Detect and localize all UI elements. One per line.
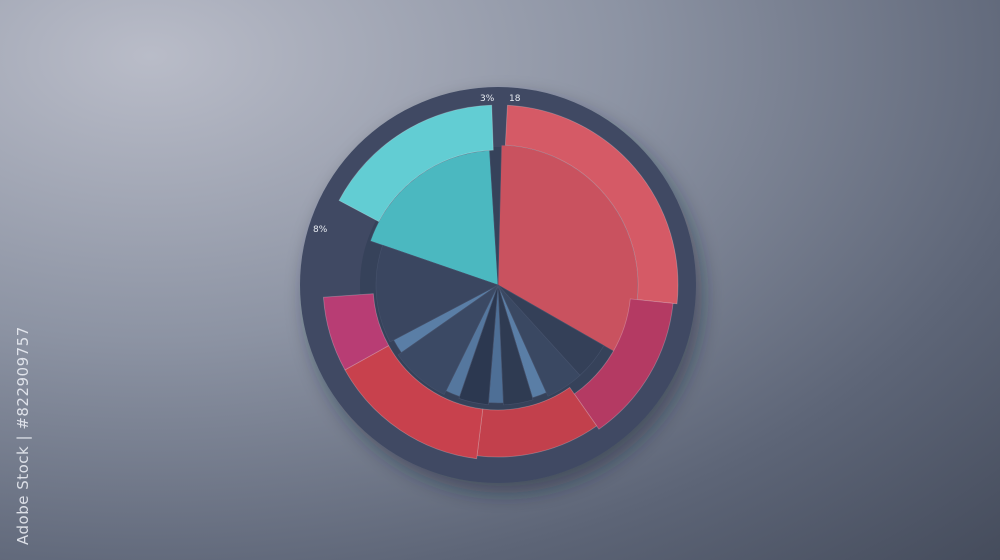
outer-band-0	[338, 104, 494, 223]
outer-band-4	[344, 345, 484, 460]
outer-band-2	[573, 298, 674, 430]
pie-slice-11	[375, 244, 499, 343]
pie-slice-7	[458, 284, 499, 405]
outer-band-5	[322, 293, 390, 371]
outer-band-1	[504, 104, 679, 305]
watermark: Adobe Stock | #822909757	[14, 326, 32, 545]
label-top-left: 3%	[480, 94, 495, 104]
pie-slice-5	[497, 284, 534, 406]
label-left: 8%	[313, 225, 328, 235]
pie-slice-9	[397, 284, 499, 395]
pie-slice-0	[369, 149, 499, 286]
label-top-right: 18	[509, 94, 521, 104]
pie-slice-3	[497, 284, 581, 397]
